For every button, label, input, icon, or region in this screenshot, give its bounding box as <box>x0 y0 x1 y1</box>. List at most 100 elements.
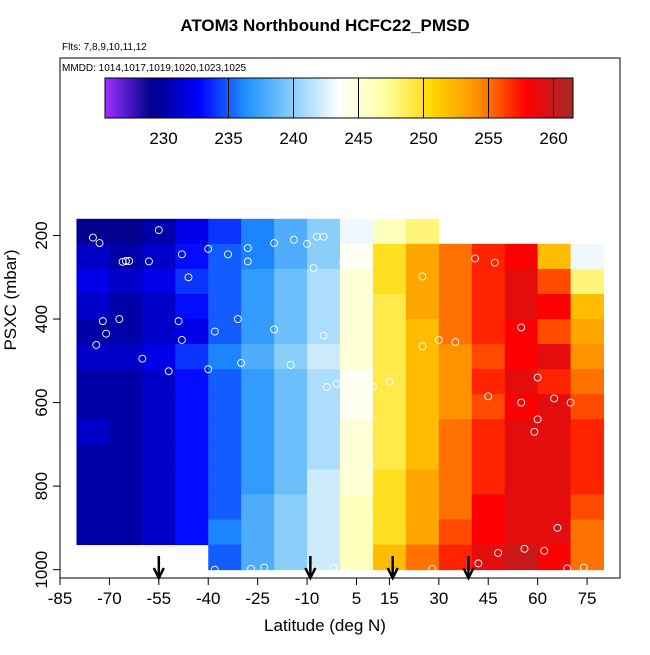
heat-cell <box>241 243 275 270</box>
heat-cell <box>307 293 341 320</box>
heat-cell <box>109 444 143 470</box>
sample-point <box>138 544 147 553</box>
heat-cell <box>471 444 506 470</box>
heat-cell <box>175 369 209 395</box>
heat-cell <box>438 469 473 495</box>
heat-cell <box>109 369 143 395</box>
heat-cell <box>241 369 275 395</box>
heat-cell <box>471 369 506 395</box>
heat-cell <box>537 243 572 270</box>
heat-cell <box>175 469 209 495</box>
heat-cell <box>372 344 407 370</box>
sample-point <box>540 546 549 555</box>
heat-cell <box>372 268 407 295</box>
heat-cell <box>438 344 473 370</box>
sample-point <box>164 367 173 376</box>
sample-point <box>309 264 318 273</box>
heat-cell <box>504 344 539 370</box>
heat-cell <box>570 394 605 420</box>
sample-point <box>174 317 183 326</box>
x-tick-label: -25 <box>245 589 270 608</box>
heat-cell <box>504 243 539 270</box>
heat-cell <box>405 243 440 270</box>
heat-cell <box>274 243 308 270</box>
heat-cell <box>208 293 242 320</box>
y-axis-label: PSXC (mbar) <box>1 249 20 350</box>
heat-cell <box>241 319 275 345</box>
heat-cell <box>537 369 572 395</box>
heat-cell <box>76 344 110 370</box>
heat-cell <box>76 519 110 546</box>
sample-point <box>368 382 377 391</box>
sample-point <box>550 394 559 403</box>
heat-cell <box>76 444 110 470</box>
heat-cell <box>142 469 176 495</box>
heat-cell <box>241 544 275 571</box>
heat-cell <box>471 268 506 295</box>
heat-cell <box>471 419 506 445</box>
sample-point <box>329 564 338 572</box>
colorbar-tick-label: 245 <box>344 129 372 148</box>
sample-point <box>144 257 153 266</box>
heat-cell <box>241 519 275 546</box>
sample-point <box>98 317 107 326</box>
x-tick-label: 75 <box>578 589 597 608</box>
heat-cell <box>274 519 308 546</box>
subtitle: Flts: 7,8,9,10,11,12 <box>62 42 147 53</box>
heat-cell <box>438 319 473 345</box>
sample-point <box>243 257 252 266</box>
heat-cell <box>208 319 242 345</box>
sample-point <box>138 354 147 363</box>
heat-cell <box>307 369 341 395</box>
heat-cell <box>142 268 176 295</box>
sample-point <box>270 239 279 247</box>
heat-cell <box>471 469 506 495</box>
heat-cell <box>142 243 176 270</box>
heat-cell <box>76 394 110 420</box>
heat-cell <box>307 243 341 270</box>
heat-cell <box>372 419 407 445</box>
arrow-head <box>462 567 475 581</box>
heat-cell <box>570 419 605 445</box>
heat-cell <box>438 394 473 420</box>
heat-cell <box>76 419 110 445</box>
heat-cell <box>537 319 572 345</box>
sample-point <box>289 235 298 244</box>
heat-cell <box>340 369 374 395</box>
heat-cell <box>241 444 275 470</box>
heat-cell <box>405 419 440 445</box>
x-tick-label: -10 <box>295 589 320 608</box>
heat-cell <box>307 469 341 495</box>
heat-cell <box>537 494 572 521</box>
y-tick-label: 600 <box>32 388 51 416</box>
plot-frame <box>59 57 621 579</box>
sample-point <box>428 564 437 573</box>
heat-cell <box>208 444 242 470</box>
heat-cell <box>109 218 143 245</box>
heat-cell <box>570 319 605 345</box>
heat-cell <box>175 494 209 521</box>
sample-point <box>79 544 88 553</box>
heat-cell <box>438 369 473 395</box>
heat-cell <box>274 544 308 571</box>
heat-cell <box>471 494 506 521</box>
sample-point <box>319 232 328 241</box>
heat-cell <box>208 394 242 420</box>
heat-cell <box>274 494 308 521</box>
heat-cell <box>405 218 440 245</box>
y-tick-label: 400 <box>32 305 51 333</box>
heat-cell <box>537 394 572 420</box>
heat-cell <box>340 444 374 470</box>
heat-cell <box>570 519 605 546</box>
sample-point <box>210 327 219 336</box>
heat-cell <box>76 494 110 521</box>
heat-cell <box>340 394 374 420</box>
sample-point <box>566 398 575 407</box>
sample-point <box>121 257 130 265</box>
heat-cell <box>175 519 209 546</box>
heat-cell <box>372 319 407 345</box>
sample-point <box>418 272 427 281</box>
heat-cell <box>372 218 407 245</box>
heat-cell <box>471 394 506 420</box>
